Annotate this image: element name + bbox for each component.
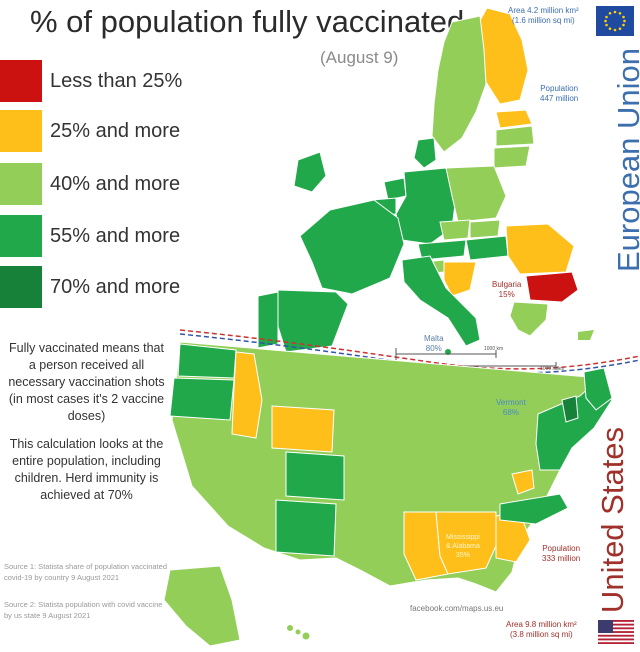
ms-al-name: Mississippi (446, 534, 480, 541)
legend-swatch (0, 60, 42, 102)
region-slovakia (469, 219, 501, 239)
eu-area-value: Area 4.2 million km² (508, 6, 579, 15)
bulgaria-name: Bulgaria (492, 280, 522, 289)
region-poland (445, 165, 507, 223)
region-bulgaria (525, 271, 579, 303)
us-area-sub: (3.8 million sq mi) (510, 630, 573, 639)
bulgaria-label: Bulgaria 15% (492, 280, 521, 300)
vermont-name: Vermont (496, 398, 526, 407)
region-oregon (169, 377, 235, 421)
eu-vertical-title: European Union (611, 47, 640, 273)
page-subtitle: (August 9) (320, 48, 399, 67)
vermont-value: 68% (502, 408, 519, 417)
us-population: Population 333 million (542, 544, 580, 564)
region-portugal (257, 291, 279, 349)
definition-note: Fully vaccinated means that a person rec… (8, 341, 165, 423)
separator-line (179, 329, 640, 370)
vermont-label: Vermont 68% (496, 398, 526, 418)
region-hawaii (287, 625, 293, 631)
region-estonia (495, 109, 533, 129)
legend-swatch (0, 110, 42, 152)
eu-area: Area 4.2 million km² (1.6 million sq mi) (508, 6, 579, 26)
ms-al-value: 35% (455, 551, 470, 559)
region-italy (401, 255, 481, 347)
region-hawaii-2 (295, 629, 301, 635)
region-cyprus (578, 330, 594, 340)
legend-label: Less than 25% (50, 70, 183, 92)
legend-item-lt25: Less than 25% (0, 60, 230, 102)
watermark: facebook.com/maps.us.eu (410, 604, 504, 613)
legend-label: 70% and more (50, 276, 181, 298)
legend-label: 55% and more (50, 225, 181, 247)
malta-label: Malta 80% (424, 334, 444, 354)
region-denmark (413, 137, 437, 169)
ms-al-name-2: & Alabama (446, 542, 480, 550)
region-lithuania (493, 145, 531, 169)
region-hawaii-3 (302, 632, 310, 640)
eu-area-sub: (1.6 million sq mi) (512, 16, 575, 25)
bulgaria-value: 15% (498, 290, 515, 299)
calculation-note: This calculation looks at the entire pop… (9, 437, 164, 502)
region-wyoming (271, 405, 335, 453)
legend-swatch (0, 215, 42, 257)
region-hungary (465, 235, 509, 261)
region-idaho (231, 351, 263, 439)
us-population-value: 333 million (542, 554, 581, 563)
region-romania (505, 223, 575, 275)
us-flag-icon (598, 620, 634, 644)
region-alaska (163, 565, 241, 647)
eu-population: Population 447 million (540, 84, 578, 104)
region-colorado (285, 451, 345, 501)
eu-flag-icon (596, 6, 634, 36)
legend-label: 40% and more (50, 173, 181, 195)
us-area: Area 9.8 million km² (3.8 million sq mi) (506, 620, 577, 640)
malta-name: Malta (424, 334, 444, 343)
scale-mi-label: 1000 miles (540, 366, 565, 372)
region-france (299, 199, 405, 295)
region-netherlands (383, 177, 407, 201)
region-west-virginia (511, 469, 535, 495)
region-ireland (293, 151, 327, 193)
legend-label: 25% and more (50, 120, 181, 142)
legend-item-70: 70% and more (0, 266, 230, 308)
region-vermont (561, 395, 579, 423)
region-mississippi-alabama (435, 511, 497, 575)
source-2: Source 2: Statista population with covid… (4, 600, 163, 620)
region-greece (509, 301, 549, 337)
page-title: % of population fully vaccinated (30, 4, 465, 39)
eu-population-label: Population (540, 84, 579, 93)
usa-map (163, 341, 613, 647)
region-croatia (443, 261, 477, 297)
us-population-label: Population (542, 544, 581, 553)
scale-km-label: 1000 km (484, 346, 504, 352)
region-washington (177, 343, 237, 379)
us-area-value: Area 9.8 million km² (506, 620, 577, 629)
region-maine (583, 367, 613, 411)
source-1: Source 1: Statista share of population v… (4, 562, 168, 582)
region-czechia (439, 219, 471, 241)
region-latvia (495, 125, 535, 147)
eu-population-value: 447 million (540, 94, 579, 103)
europe-map (257, 7, 594, 355)
us-vertical-title: United States (595, 426, 630, 614)
region-new-mexico (275, 499, 337, 557)
region-north-carolina (499, 493, 569, 525)
region-austria (417, 239, 467, 261)
legend-item-55: 55% and more (0, 215, 230, 257)
region-sweden (431, 15, 487, 153)
legend-swatch (0, 266, 42, 308)
legend-item-25: 25% and more (0, 110, 230, 152)
legend-swatch (0, 163, 42, 205)
malta-value: 80% (425, 344, 442, 353)
legend-item-40: 40% and more (0, 163, 230, 205)
ms-al-label: Mississippi & Alabama 35% (446, 534, 480, 560)
